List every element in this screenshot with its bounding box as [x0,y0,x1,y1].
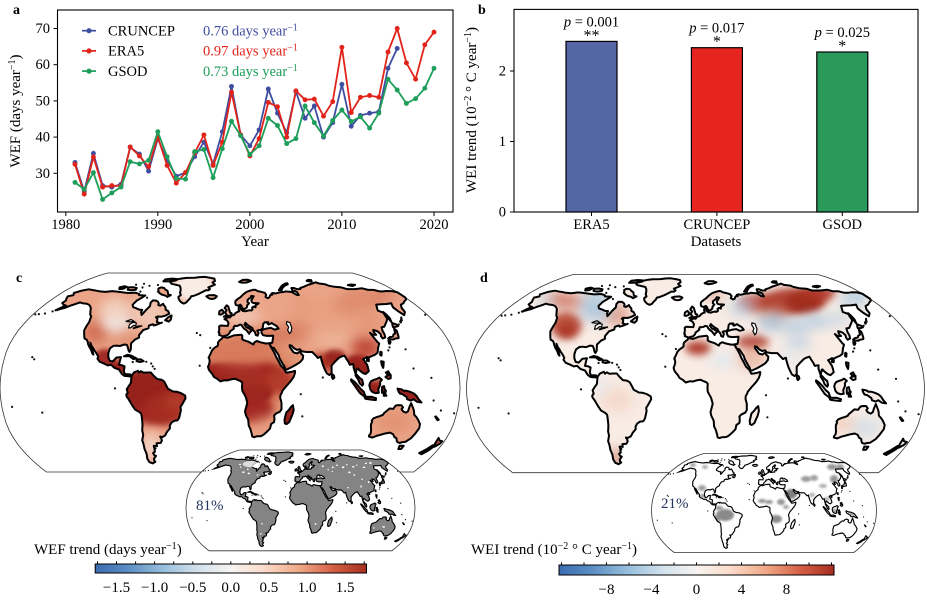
svg-text:2000: 2000 [235,217,264,233]
svg-text:p = 0.017: p = 0.017 [688,21,744,37]
svg-text:−8: −8 [599,582,615,598]
svg-text:−1.0: −1.0 [141,580,168,596]
svg-text:Datasets: Datasets [691,234,742,250]
svg-text:−0.5: −0.5 [179,580,206,596]
svg-text:1.0: 1.0 [298,580,317,596]
svg-text:c: c [16,271,22,286]
svg-text:ERA5: ERA5 [573,217,609,233]
svg-text:0.73 days year−1: 0.73 days year−1 [203,63,298,80]
svg-text:0: 0 [693,582,701,598]
svg-text:0.0: 0.0 [221,580,240,596]
svg-text:1990: 1990 [143,217,172,233]
svg-text:2020: 2020 [420,217,449,233]
svg-text:b: b [478,3,486,18]
svg-text:1: 1 [499,134,506,150]
svg-text:8: 8 [783,582,791,598]
svg-text:70: 70 [36,21,51,37]
svg-text:−1.5: −1.5 [103,580,130,596]
svg-text:WEI trend (10−2 ° C year−1): WEI trend (10−2 ° C year−1) [471,541,637,558]
svg-text:GSOD: GSOD [823,217,862,233]
svg-text:WEI trend (10−2 ° C year−1): WEI trend (10−2 ° C year−1) [463,27,480,193]
svg-text:ERA5: ERA5 [108,44,144,60]
svg-text:1.5: 1.5 [336,580,355,596]
svg-text:−4: −4 [644,582,660,598]
svg-text:0.76 days year−1: 0.76 days year−1 [203,22,298,39]
svg-text:81%: 81% [196,498,224,514]
svg-text:GSOD: GSOD [108,64,147,80]
svg-text:0: 0 [499,205,506,221]
svg-text:2: 2 [499,64,506,80]
svg-text:2010: 2010 [327,217,356,233]
svg-text:CRUNCEP: CRUNCEP [108,23,175,39]
svg-text:50: 50 [36,93,51,109]
svg-text:40: 40 [36,130,51,146]
svg-text:a: a [13,3,20,18]
svg-text:Year: Year [241,234,269,250]
svg-text:p = 0.025: p = 0.025 [814,25,870,41]
svg-text:0.97 days year−1: 0.97 days year−1 [203,43,298,60]
svg-text:60: 60 [36,57,51,73]
svg-text:WEF trend (days year−1): WEF trend (days year−1) [34,541,182,558]
svg-text:CRUNCEP: CRUNCEP [683,217,750,233]
svg-text:**: ** [584,27,600,44]
svg-text:4: 4 [738,582,746,598]
svg-text:0.5: 0.5 [260,580,279,596]
svg-text:p = 0.001: p = 0.001 [563,14,619,30]
svg-text:1980: 1980 [51,217,80,233]
svg-text:*: * [713,34,721,51]
svg-text:WEF (days year−1): WEF (days year−1) [7,54,24,167]
svg-text:21%: 21% [661,496,689,512]
svg-text:30: 30 [36,166,51,182]
svg-text:*: * [838,38,846,55]
svg-text:d: d [480,271,488,286]
